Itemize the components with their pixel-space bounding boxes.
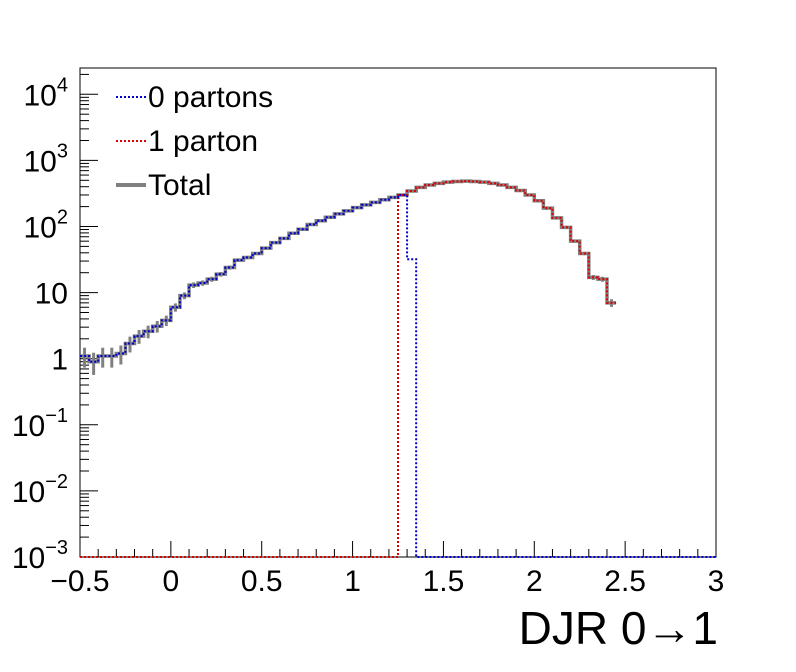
- y-tick-label: 10−2: [12, 471, 68, 509]
- y-axis-ticks: [80, 73, 98, 558]
- legend-entry: 1 parton: [116, 125, 258, 158]
- x-axis-title: DJR 0→1: [519, 602, 718, 654]
- x-tick-label: 2: [526, 565, 543, 598]
- y-tick-label: 10−3: [12, 537, 68, 575]
- series-layer: [80, 179, 716, 558]
- y-tick-label: 103: [24, 140, 69, 178]
- series-line: [80, 179, 617, 364]
- legend-label: Total: [148, 169, 211, 202]
- legend-label: 1 parton: [148, 125, 258, 158]
- series-total: [80, 179, 617, 375]
- y-tick-label: 1: [51, 344, 68, 377]
- x-tick-label: 2.5: [604, 565, 646, 598]
- x-tick-label: 1.5: [423, 565, 465, 598]
- x-tick-label: 1: [344, 565, 361, 598]
- legend-label: 0 partons: [148, 81, 273, 114]
- legend-entry: 0 partons: [116, 81, 273, 114]
- x-tick-label: 0.5: [241, 565, 283, 598]
- y-tick-label: 10−1: [12, 405, 68, 443]
- legend-entry: Total: [116, 169, 211, 202]
- y-tick-label: 10: [35, 278, 68, 311]
- x-tick-label: −0.5: [50, 565, 109, 598]
- y-axis-tick-labels: 10−3 10−2 10−1 1 10 102 103 104: [12, 74, 68, 575]
- series-1-parton: [80, 180, 617, 558]
- y-tick-label: 104: [24, 74, 69, 112]
- series-line: [80, 180, 617, 558]
- y-tick-label: 102: [24, 207, 69, 245]
- x-tick-label: 3: [708, 565, 725, 598]
- x-tick-label: 0: [163, 565, 180, 598]
- legend: 0 partons 1 parton Total: [116, 81, 273, 202]
- x-axis-ticks: [79, 541, 717, 557]
- x-axis-tick-labels: −0.5 0 0.5 1 1.5 2 2.5 3: [50, 565, 724, 598]
